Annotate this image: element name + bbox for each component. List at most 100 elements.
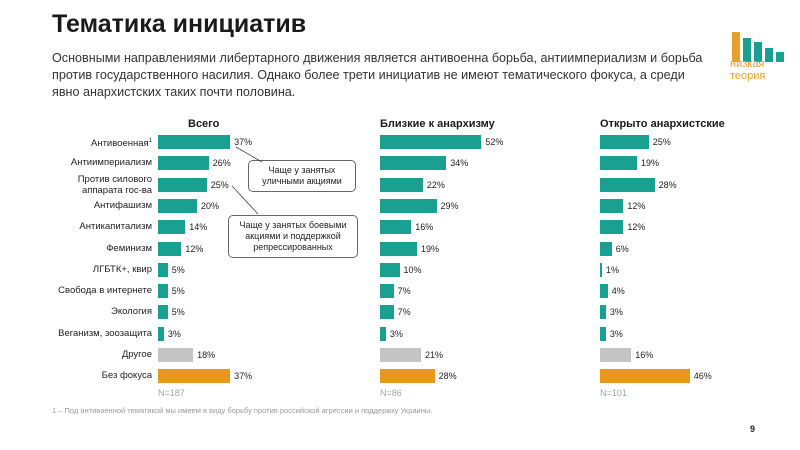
bar [158,326,164,341]
page-number: 9 [750,424,756,434]
bar [600,284,608,299]
value-label: 21% [424,350,443,360]
brand-logo: низкая теория [718,8,788,98]
value-label: 26% [212,158,231,169]
bar [158,348,194,362]
category-label: Феминизм [106,242,152,254]
callout-street-actions: Чаще у занятых уличными акциями [248,160,356,192]
value-label: 3% [609,328,623,339]
value-label: 5% [171,264,185,275]
bar [380,220,412,235]
bar [600,220,624,235]
bar [600,326,606,341]
logo-text: низкая теория [730,58,765,82]
sample-size-label: N=86 [380,388,402,398]
bar [380,284,394,299]
bar [158,177,207,192]
category-label: Без фокуса [101,370,152,382]
value-label: 3% [609,307,623,318]
bar [600,369,690,384]
bar [600,177,655,192]
value-label: 3% [389,328,403,339]
category-label: Антиимпериализм [70,157,152,169]
bar [380,241,418,256]
callout-combat-actions: Чаще у занятых боевыми акциями и поддержк… [228,215,358,258]
value-label: 12% [185,243,204,254]
bar [158,284,168,299]
value-label: 5% [171,307,185,318]
value-label: 46% [693,371,712,382]
series-title: Близкие к анархизму [380,118,495,130]
bar [380,369,435,384]
bar [380,326,386,341]
logo-text-line2: теория [730,70,766,82]
value-label: 25% [210,179,229,190]
value-label: 14% [189,222,208,233]
value-label: 6% [615,243,629,254]
value-label: 19% [421,243,440,254]
bar [600,135,649,149]
bar [380,348,421,362]
sample-size-label: N=187 [158,388,185,398]
value-label: 12% [627,200,646,211]
bar [600,262,602,277]
value-label: 25% [652,137,671,147]
bar [600,241,612,256]
bar [158,220,186,235]
value-label: 4% [611,286,625,297]
bar [380,156,447,171]
bar [380,305,394,320]
category-label: Другое [121,349,152,360]
bar [380,135,482,149]
series-title: Всего [188,118,220,130]
footnote: 1 – Под антивоенной тематикой мы имеем в… [52,406,433,415]
series-title: Открыто анархистские [600,118,725,130]
bar [158,198,197,213]
value-label: 5% [171,286,185,297]
bar [158,305,168,320]
value-label: 16% [415,222,434,233]
bar [380,198,437,213]
value-label: 37% [234,137,253,147]
bar [158,241,182,256]
value-label: 20% [201,200,220,211]
category-label: Антивоенная1 [90,138,152,150]
value-label: 16% [635,350,654,360]
category-label: Против силового аппарата гос-ва [77,173,152,196]
bar [380,262,400,277]
sample-size-label: N=101 [600,388,627,398]
value-label: 28% [658,179,677,190]
bar [158,156,209,171]
logo-text-line1: низкая [730,58,765,70]
value-label: 34% [450,158,469,169]
value-label: 37% [234,371,253,382]
value-label: 12% [627,222,646,233]
value-label: 3% [167,328,181,339]
value-label: 7% [397,286,411,297]
value-label: 22% [426,179,445,190]
value-label: 10% [403,264,422,275]
category-label: Экология [110,306,152,318]
bar [600,305,606,320]
category-label: Свобода в интернете [58,285,152,297]
value-label: 18% [197,350,216,360]
page-title: Тематика инициатив [52,10,307,38]
category-label: ЛГБТК+, квир [92,263,152,275]
bar [158,262,168,277]
logo-bars-icon [732,22,792,62]
bar [158,135,231,149]
bar [600,198,624,213]
category-label: Антикапитализм [79,221,152,233]
bar [380,177,423,192]
category-label: Антифашизм [93,199,152,211]
category-label: Веганизм, зоозащита [58,327,152,339]
value-label: 7% [397,307,411,318]
value-label: 52% [485,137,504,147]
bar [158,369,231,384]
bar [600,348,632,362]
value-label: 19% [641,158,660,169]
page-subtitle: Основными направлениями либертарного дви… [52,51,703,99]
value-label: 29% [440,200,459,211]
value-label: 28% [438,371,457,382]
bar [600,156,638,171]
